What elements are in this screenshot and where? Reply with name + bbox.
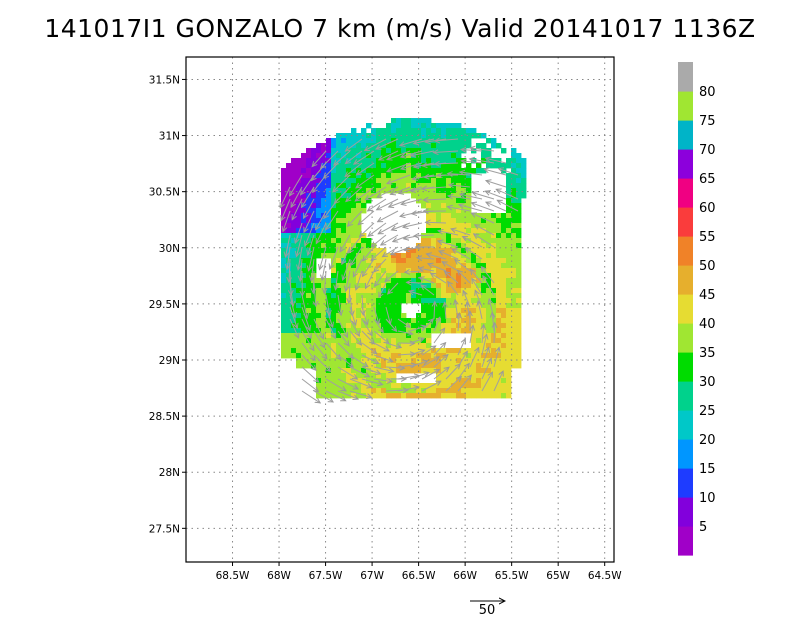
colorbar-segment: [678, 323, 693, 353]
colorbar-label: 25: [699, 404, 716, 419]
x-tick-label: 67.5W: [309, 570, 343, 582]
colorbar-segment: [678, 352, 693, 382]
colorbar-segment: [678, 439, 693, 469]
reference-vector: 50: [470, 601, 505, 618]
colorbar-label: 45: [699, 288, 716, 303]
plot-frame: [185, 56, 615, 563]
colorbar-segment: [678, 91, 693, 121]
colorbar-segment: [678, 120, 693, 150]
x-tick-label: 67W: [360, 570, 384, 582]
x-tick-label: 68W: [267, 570, 291, 582]
x-tick-label: 66.5W: [402, 570, 436, 582]
y-tick-label: 28N: [159, 467, 180, 479]
y-tick-label: 27.5N: [149, 523, 180, 535]
latitude-axis: 27.5N 28N 28.5N 29N 29.5N 30N 30.5N 31N 31.5N: [149, 74, 186, 535]
colorbar-label: 80: [699, 85, 716, 100]
colorbar-segment: [678, 497, 693, 527]
chart-title: 141017I1 GONZALO 7 km (m/s) Valid 201410…: [44, 14, 756, 43]
colorbar-label: 15: [699, 462, 716, 477]
reference-vector-label: 50: [479, 603, 496, 618]
colorbar-segment: [678, 178, 693, 208]
y-tick-label: 29N: [159, 355, 180, 367]
colorbar-label: 20: [699, 433, 716, 448]
x-tick-label: 65.5W: [495, 570, 529, 582]
colorbar-label: 70: [699, 143, 716, 158]
colorbar-label: 30: [699, 375, 716, 390]
colorbar-label: 35: [699, 346, 716, 361]
wind-vectors: [280, 139, 519, 403]
colorbar-segment: [678, 207, 693, 237]
colorbar-segment: [678, 381, 693, 411]
colorbar-segment: [678, 468, 693, 498]
colorbar: 5 10 15 20 25 30 35 40 45 50 55 60 65 70 75 80: [678, 62, 716, 556]
x-tick-label: 68.5W: [216, 570, 250, 582]
longitude-axis: 68.5W 68W 67.5W 67W 66.5W 66W 65.5W 65W 64.5W: [216, 562, 622, 582]
colorbar-segment: [678, 526, 693, 556]
colorbar-label: 75: [699, 114, 716, 129]
colorbar-segment: [678, 236, 693, 266]
colorbar-label: 10: [699, 491, 716, 506]
colorbar-label: 55: [699, 230, 716, 245]
x-tick-label: 64.5W: [588, 570, 622, 582]
y-tick-label: 31.5N: [149, 74, 180, 86]
x-tick-label: 66W: [453, 570, 477, 582]
y-tick-label: 31N: [159, 131, 180, 143]
colorbar-label: 40: [699, 317, 716, 332]
colorbar-label: 50: [699, 259, 716, 274]
colorbar-segment: [678, 149, 693, 179]
colorbar-segment: [678, 265, 693, 295]
colorbar-segment: [678, 294, 693, 324]
colorbar-label: 60: [699, 201, 716, 216]
y-tick-label: 28.5N: [149, 411, 180, 423]
colorbar-label: 65: [699, 172, 716, 187]
colorbar-segment: [678, 410, 693, 440]
y-tick-label: 30N: [159, 243, 180, 255]
y-tick-label: 29.5N: [149, 299, 180, 311]
y-tick-label: 30.5N: [149, 187, 180, 199]
colorbar-segment: [678, 62, 693, 92]
x-tick-label: 65W: [546, 570, 570, 582]
colorbar-label: 5: [699, 520, 707, 535]
